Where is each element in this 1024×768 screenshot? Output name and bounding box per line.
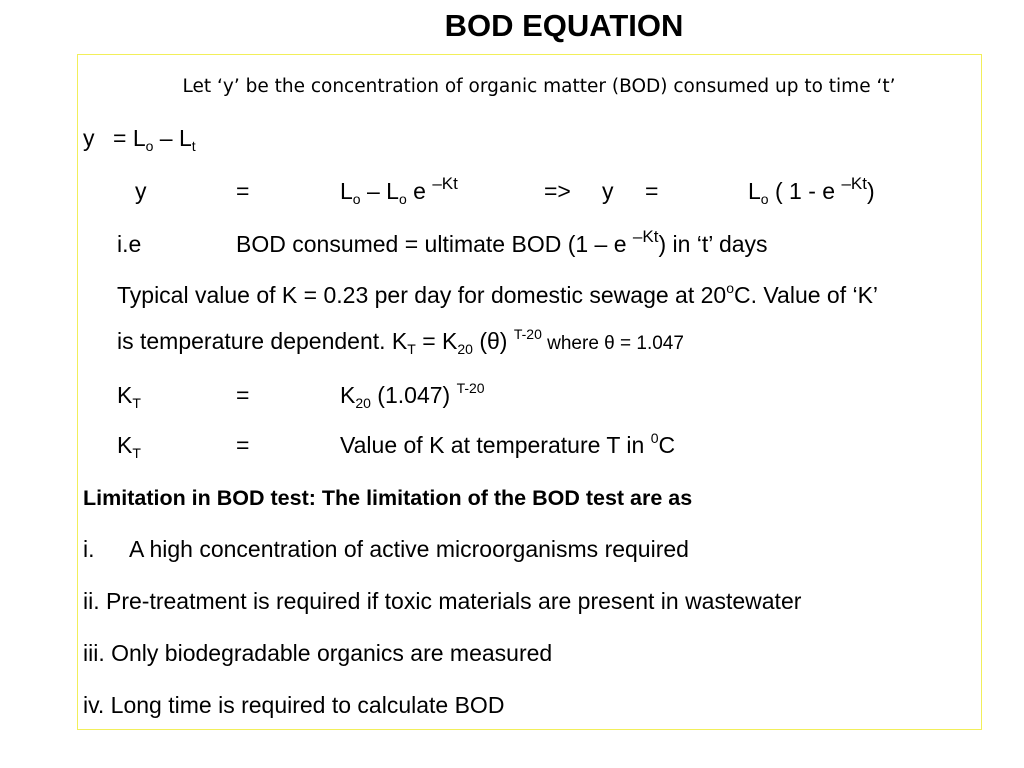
eq2-sub-o3: o <box>760 191 769 207</box>
kt2-rhs-b: C <box>658 432 676 458</box>
kt1-lhs: KT <box>117 381 141 411</box>
limitation-heading: Limitation in BOD test: The limitation o… <box>83 486 693 510</box>
equation-y-lo-lt: y <box>83 124 95 152</box>
eq1-minus: – L <box>153 125 192 151</box>
kt1-rhs-sub: 20 <box>355 395 371 411</box>
eq2-e: e <box>406 178 433 204</box>
limitation-item-1: i. A high concentration of active microor… <box>83 535 689 563</box>
kt1-K: K <box>117 382 133 408</box>
ie-label: i.e <box>117 231 142 257</box>
eq2-equals: = <box>236 178 250 204</box>
typical-line2-d: where θ = 1.047 <box>541 333 684 354</box>
typical-line-2: is temperature dependent. KT = K20 (θ) T… <box>117 327 684 358</box>
typical-line2-a: is temperature dependent. K <box>117 328 408 354</box>
eq2-sub-o: o <box>352 191 361 207</box>
eq2-exp: –Kt <box>432 174 458 193</box>
kt2-rhs: Value of K at temperature T in 0C <box>340 431 675 459</box>
eq2-lhs2: y <box>602 178 614 204</box>
kt2-rhs-a: Value of K at temperature T in <box>340 432 651 458</box>
eq3-text-a: BOD consumed = ultimate BOD (1 – e <box>236 231 633 257</box>
typical-line2-b: = K <box>415 328 458 354</box>
eq2-L2: L <box>748 178 761 204</box>
limitation-marker: i. <box>83 536 95 562</box>
eq2-lhs: y <box>135 178 147 204</box>
kt1-rhs: K20 (1.047) T-20 <box>340 380 485 411</box>
limitation-text: A high concentration of active microorga… <box>129 536 689 562</box>
intro-text: Let ‘y’ be the concentration of organic … <box>182 76 896 97</box>
eq1-sub-o: o <box>145 138 154 154</box>
kt2-sub: T <box>132 445 141 461</box>
limitation-item-4: iv. Long time is required to calculate B… <box>83 692 505 718</box>
eq3-exp: –Kt <box>632 227 659 246</box>
kt2-rhs-sup: 0 <box>650 430 659 446</box>
content-frame <box>77 54 982 730</box>
eq1-sub-t: t <box>191 138 196 154</box>
typical-line2-sub: T <box>407 341 416 357</box>
limitation-item-3: iii. Only biodegradable organics are mea… <box>83 640 553 666</box>
kt1-sub: T <box>132 395 141 411</box>
eq2-rhs: Lo – Lo e –Kt <box>340 174 458 207</box>
kt1-equals: = <box>236 382 250 408</box>
typical-line2-sup: T-20 <box>513 326 542 342</box>
eq2-exp2: –Kt <box>841 174 867 193</box>
eq2-paren: ( 1 - e <box>768 178 842 204</box>
eq1-lhs: y <box>83 125 95 151</box>
kt2-lhs: KT <box>117 431 141 461</box>
eq2-equals2: = <box>645 178 659 204</box>
kt1-rhs-sup: T-20 <box>456 380 485 396</box>
eq1-rhs: = L <box>113 125 146 151</box>
equation-y-lo-lt-rhs: = Lo – Lt <box>113 124 196 154</box>
kt1-rhs-a: K <box>340 382 356 408</box>
eq2-L: L <box>340 178 353 204</box>
kt2-equals: = <box>236 432 250 458</box>
eq2-sub-o2: o <box>398 191 407 207</box>
typical-line1-a: Typical value of K = 0.23 per day for do… <box>117 282 727 308</box>
eq2-close: ) <box>866 178 875 204</box>
eq2-rhs2: Lo ( 1 - e –Kt) <box>748 174 875 207</box>
typical-line1-sup: o <box>726 280 735 296</box>
typical-line2-sub2: 20 <box>457 341 473 357</box>
kt1-rhs-b: (1.047) <box>370 382 457 408</box>
eq3-text-b: ) in ‘t’ days <box>658 231 768 257</box>
eq2-mid: – L <box>360 178 399 204</box>
kt2-K: K <box>117 432 133 458</box>
typical-line1-b: C. Value of ‘K’ <box>734 282 879 308</box>
eq2-arrow: => <box>544 178 571 204</box>
typical-line2-c: (θ) <box>472 328 514 354</box>
bod-consumed-line: BOD consumed = ultimate BOD (1 – e –Kt) … <box>236 227 768 258</box>
slide-title: BOD EQUATION <box>444 8 684 43</box>
limitation-item-2: ii. Pre-treatment is required if toxic m… <box>83 588 802 614</box>
typical-line-1: Typical value of K = 0.23 per day for do… <box>117 281 878 309</box>
